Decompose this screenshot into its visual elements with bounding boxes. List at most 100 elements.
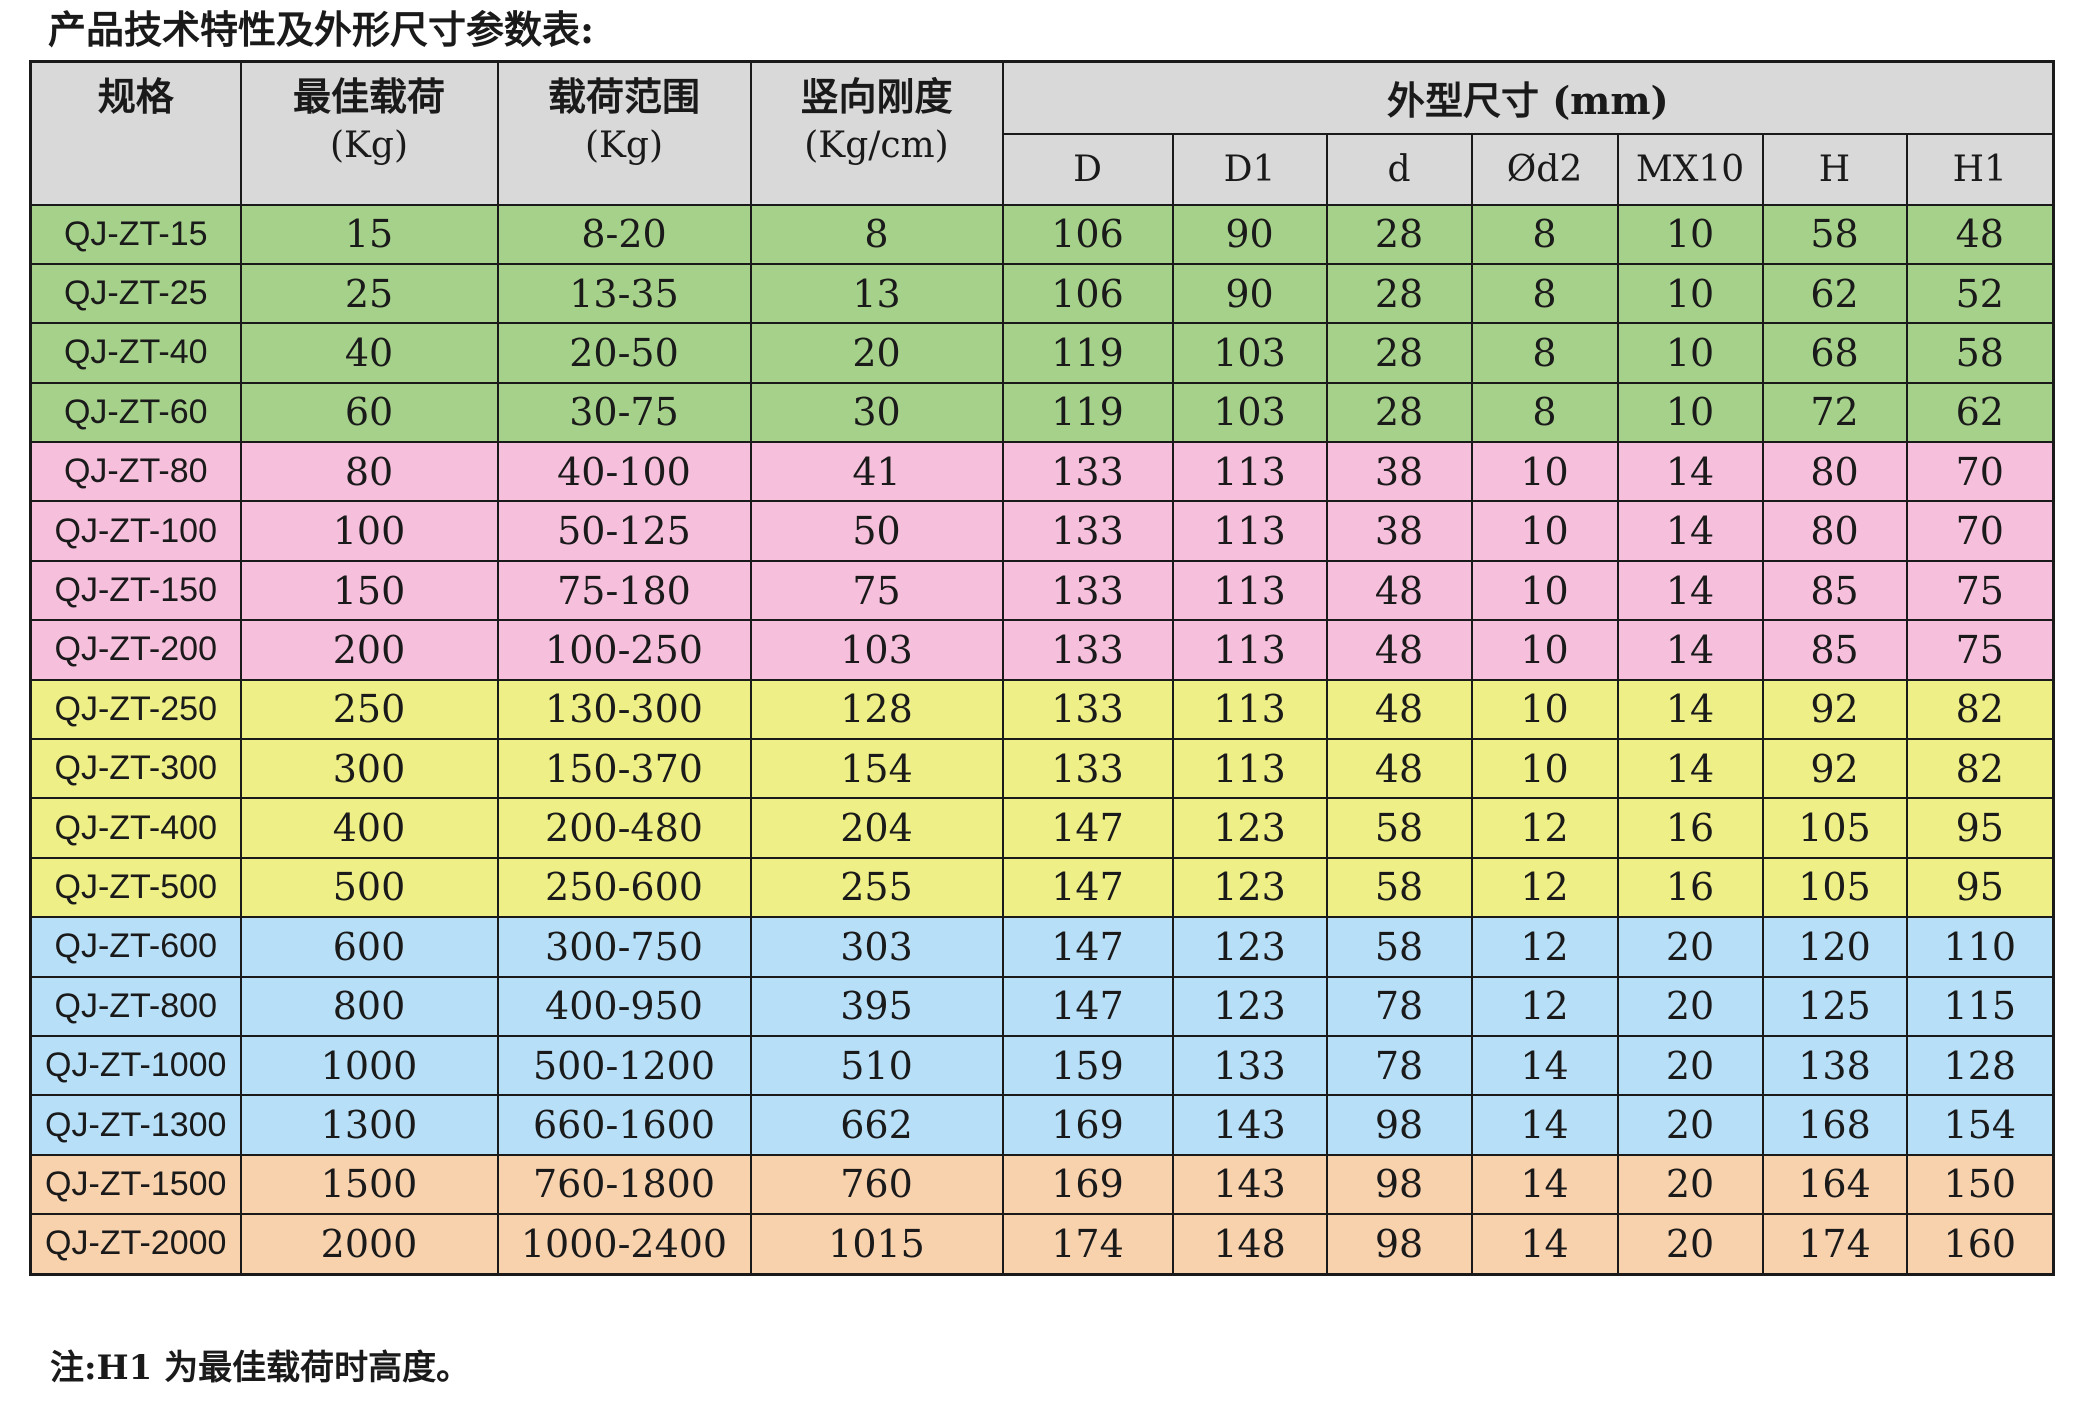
- cell-best-load: 15: [239, 203, 499, 265]
- cell-dim-D1: 113: [1171, 441, 1328, 503]
- header-model-label: 规格: [97, 74, 174, 119]
- table-row: QJ-ZT-2000 2000 1000-2400 1015 174 148 98 14 20 1…: [29, 1213, 2055, 1276]
- cell-dim-D1: 113: [1171, 619, 1328, 681]
- cell-dim-d: 78: [1325, 975, 1473, 1037]
- cell-dim-H1: 58: [1905, 322, 2055, 384]
- cell-dim-d2: 8: [1470, 381, 1619, 444]
- cell-stiffness: 760: [749, 1153, 1004, 1216]
- cell-stiffness: 50: [749, 500, 1004, 562]
- cell-dim-mx10: 14: [1616, 619, 1764, 681]
- cell-best-load: 150: [239, 559, 499, 622]
- table-row: QJ-ZT-800 800 400-950 395 147 123 78 12 20 125 115: [29, 975, 2055, 1037]
- header-dim-d2: Ød2: [1470, 132, 1619, 206]
- cell-model: QJ-ZT-25: [29, 262, 242, 325]
- cell-dim-d: 28: [1325, 262, 1473, 325]
- cell-dim-d2: 10: [1470, 559, 1619, 622]
- cell-dim-d2: 14: [1470, 1034, 1619, 1097]
- header-dim-H: H: [1761, 132, 1908, 206]
- cell-dim-H: 62: [1761, 262, 1908, 325]
- cell-dim-H: 85: [1761, 559, 1908, 622]
- cell-best-load: 1000: [239, 1034, 499, 1097]
- cell-dim-D: 106: [1001, 262, 1174, 325]
- cell-dim-mx10: 14: [1616, 738, 1764, 800]
- cell-dim-d: 58: [1325, 856, 1473, 919]
- cell-model: QJ-ZT-200: [29, 619, 242, 681]
- cell-model: QJ-ZT-15: [29, 203, 242, 265]
- cell-best-load: 250: [239, 678, 499, 741]
- cell-dim-D: 119: [1001, 381, 1174, 444]
- cell-dim-mx10: 14: [1616, 441, 1764, 503]
- header-dimensions: 外型尺寸 (mm): [1001, 60, 2055, 135]
- cell-dim-D: 147: [1001, 856, 1174, 919]
- cell-dim-d: 98: [1325, 1094, 1473, 1156]
- table-row: QJ-ZT-40 40 20-50 20 119 103 28 8 10 68 58: [29, 322, 2055, 384]
- cell-load-range: 200-480: [496, 797, 752, 859]
- cell-load-range: 300-750: [496, 916, 752, 978]
- cell-dim-D1: 143: [1171, 1094, 1328, 1156]
- cell-best-load: 1500: [239, 1153, 499, 1216]
- cell-dim-H: 80: [1761, 441, 1908, 503]
- cell-dim-d2: 10: [1470, 678, 1619, 741]
- cell-dim-d: 28: [1325, 203, 1473, 265]
- document-title: 产品技术特性及外形尺寸参数表:: [48, 7, 595, 52]
- cell-dim-D1: 113: [1171, 500, 1328, 562]
- cell-dim-H1: 95: [1905, 797, 2055, 859]
- cell-model: QJ-ZT-800: [29, 975, 242, 1037]
- header-dim-mx10: MX10: [1616, 132, 1764, 206]
- cell-stiffness: 510: [749, 1034, 1004, 1097]
- cell-dim-d2: 8: [1470, 322, 1619, 384]
- cell-dim-H1: 70: [1905, 441, 2055, 503]
- cell-dim-H: 125: [1761, 975, 1908, 1037]
- cell-load-range: 100-250: [496, 619, 752, 681]
- cell-dim-H: 105: [1761, 797, 1908, 859]
- cell-dim-D: 133: [1001, 678, 1174, 741]
- header-dim-d: d: [1325, 132, 1473, 206]
- cell-load-range: 20-50: [496, 322, 752, 384]
- cell-dim-H1: 95: [1905, 856, 2055, 919]
- cell-dim-mx10: 20: [1616, 1153, 1764, 1216]
- cell-model: QJ-ZT-300: [29, 738, 242, 800]
- cell-dim-D: 174: [1001, 1213, 1174, 1276]
- cell-dim-D1: 123: [1171, 797, 1328, 859]
- cell-dim-D: 169: [1001, 1153, 1174, 1216]
- cell-dim-D1: 113: [1171, 559, 1328, 622]
- cell-best-load: 100: [239, 500, 499, 562]
- cell-load-range: 130-300: [496, 678, 752, 741]
- cell-best-load: 40: [239, 322, 499, 384]
- cell-dim-H1: 70: [1905, 500, 2055, 562]
- header-best-load-label: 最佳载荷: [292, 74, 445, 119]
- cell-dim-H: 80: [1761, 500, 1908, 562]
- cell-dim-H: 58: [1761, 203, 1908, 265]
- table-row: QJ-ZT-500 500 250-600 255 147 123 58 12 16 105 95: [29, 856, 2055, 919]
- cell-load-range: 400-950: [496, 975, 752, 1037]
- cell-dim-d2: 8: [1470, 203, 1619, 265]
- table-row: QJ-ZT-300 300 150-370 154 133 113 48 10 14 92 82: [29, 738, 2055, 800]
- cell-dim-D: 159: [1001, 1034, 1174, 1097]
- cell-stiffness: 128: [749, 678, 1004, 741]
- cell-stiffness: 13: [749, 262, 1004, 325]
- cell-dim-mx10: 20: [1616, 1034, 1764, 1097]
- cell-dim-mx10: 16: [1616, 797, 1764, 859]
- cell-dim-mx10: 20: [1616, 1094, 1764, 1156]
- cell-dim-d2: 10: [1470, 619, 1619, 681]
- cell-dim-H: 68: [1761, 322, 1908, 384]
- table-row: QJ-ZT-600 600 300-750 303 147 123 58 12 20 120 110: [29, 916, 2055, 978]
- cell-dim-d: 28: [1325, 322, 1473, 384]
- cell-stiffness: 395: [749, 975, 1004, 1037]
- header-dim-H1: H1: [1905, 132, 2055, 206]
- header-dim-D: D: [1001, 132, 1174, 206]
- cell-dim-d: 48: [1325, 678, 1473, 741]
- cell-dim-H: 174: [1761, 1213, 1908, 1276]
- cell-stiffness: 75: [749, 559, 1004, 622]
- cell-load-range: 8-20: [496, 203, 752, 265]
- cell-dim-d: 78: [1325, 1034, 1473, 1097]
- table-row: QJ-ZT-1500 1500 760-1800 760 169 143 98 14 20 164…: [29, 1153, 2055, 1216]
- header-stiffness: 竖向刚度 (Kg/cm): [749, 60, 1004, 206]
- cell-dim-mx10: 10: [1616, 381, 1764, 444]
- cell-dim-d2: 12: [1470, 856, 1619, 919]
- header-load-range: 载荷范围 (Kg): [496, 60, 752, 206]
- cell-load-range: 30-75: [496, 381, 752, 444]
- cell-dim-D1: 103: [1171, 381, 1328, 444]
- cell-load-range: 1000-2400: [496, 1213, 752, 1276]
- table-row: QJ-ZT-25 25 13-35 13 106 90 28 8 10 62 52: [29, 262, 2055, 325]
